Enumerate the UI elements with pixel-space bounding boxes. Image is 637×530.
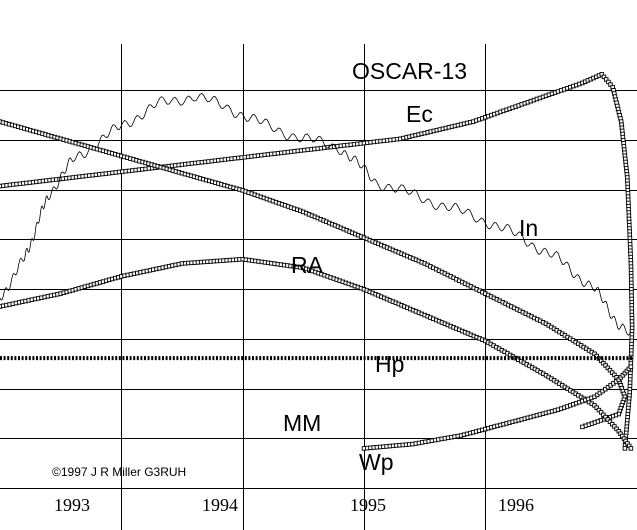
series-label-in: In — [519, 215, 538, 241]
x-tick-label-1995: 1995 — [350, 495, 386, 515]
series-label-wp: Wp — [359, 449, 394, 475]
series-ra — [0, 119, 628, 430]
series-ec — [0, 72, 635, 451]
data-point-ec-307 — [622, 446, 628, 451]
data-point-wp-89 — [628, 364, 634, 369]
data-point-ra-237 — [580, 424, 585, 430]
data-point-hp-216 — [628, 446, 634, 451]
series-in — [0, 92, 632, 336]
series-hp — [0, 256, 634, 451]
series-label-ec: Ec — [406, 101, 433, 127]
data-point-hp-200 — [596, 407, 602, 413]
x-tick-label-1994: 1994 — [202, 495, 238, 515]
chart-series — [0, 72, 635, 451]
series-wp — [361, 364, 634, 451]
x-tick-label-1993: 1993 — [54, 495, 90, 515]
series-label-hp: Hp — [375, 351, 404, 377]
chart-grid — [0, 44, 637, 530]
series-line-in — [0, 92, 632, 336]
chart-credit: ©1997 J R Miller G3RUH — [52, 465, 186, 479]
series-label-ra: RA — [291, 252, 324, 278]
chart-title: OSCAR-13 — [352, 58, 467, 84]
x-tick-label-1996: 1996 — [498, 495, 534, 515]
series-label-mm: MM — [283, 410, 321, 436]
